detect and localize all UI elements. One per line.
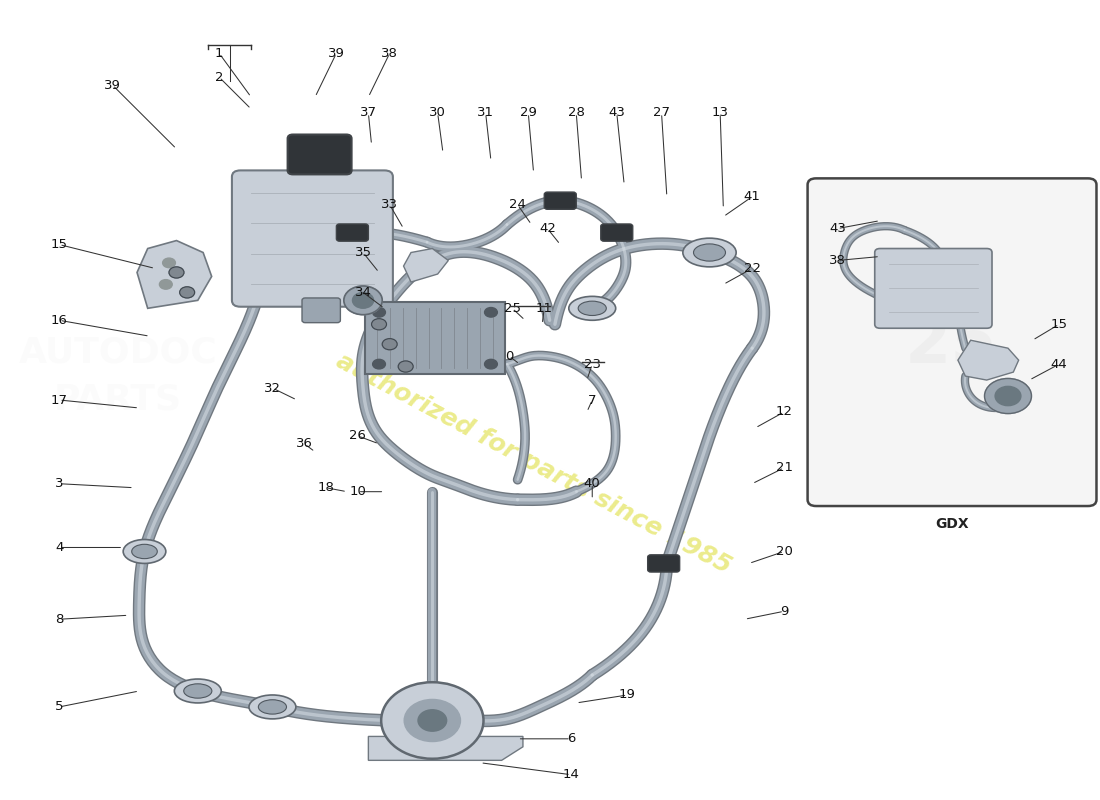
FancyBboxPatch shape [807, 178, 1097, 506]
Text: 30: 30 [429, 106, 447, 119]
Ellipse shape [132, 544, 157, 558]
Text: 32: 32 [264, 382, 280, 394]
Text: 40: 40 [584, 478, 601, 490]
Polygon shape [368, 737, 522, 760]
Text: 43: 43 [829, 222, 846, 235]
FancyBboxPatch shape [337, 224, 368, 241]
Ellipse shape [683, 238, 736, 267]
Circle shape [418, 710, 447, 731]
Text: 29: 29 [520, 106, 537, 119]
Circle shape [373, 359, 385, 369]
Text: 18: 18 [317, 481, 334, 494]
Circle shape [344, 286, 382, 314]
Circle shape [352, 293, 374, 308]
Text: 1: 1 [214, 46, 223, 60]
Text: 17: 17 [51, 394, 68, 406]
Text: 11: 11 [536, 302, 553, 315]
Text: 43: 43 [608, 106, 625, 119]
FancyBboxPatch shape [365, 302, 505, 374]
Text: 22: 22 [744, 262, 760, 275]
Text: 44: 44 [1050, 358, 1067, 370]
Text: 24: 24 [509, 198, 526, 211]
Text: 28: 28 [568, 106, 585, 119]
Text: 39: 39 [104, 78, 121, 91]
Text: 42: 42 [539, 222, 556, 235]
Polygon shape [404, 249, 449, 282]
Text: 35: 35 [354, 246, 372, 259]
Circle shape [404, 699, 461, 742]
Ellipse shape [249, 695, 296, 719]
Text: 3: 3 [55, 478, 64, 490]
Circle shape [163, 258, 175, 268]
Ellipse shape [258, 700, 286, 714]
Text: 33: 33 [382, 198, 398, 211]
Text: 41: 41 [744, 190, 760, 203]
Text: 4: 4 [55, 541, 64, 554]
Text: 16: 16 [51, 314, 68, 326]
Ellipse shape [123, 539, 166, 563]
Text: 10: 10 [350, 485, 366, 498]
FancyBboxPatch shape [302, 298, 340, 322]
Text: 36: 36 [296, 438, 312, 450]
Text: 25: 25 [504, 302, 520, 315]
FancyBboxPatch shape [874, 249, 992, 328]
FancyBboxPatch shape [648, 555, 680, 572]
Circle shape [179, 286, 195, 298]
Text: 39: 39 [328, 46, 344, 60]
Ellipse shape [569, 296, 616, 320]
Circle shape [398, 361, 414, 372]
Text: 23: 23 [584, 358, 601, 370]
Text: 12: 12 [776, 406, 793, 418]
Text: 7: 7 [588, 394, 596, 406]
Text: 20: 20 [776, 545, 793, 558]
Text: 26: 26 [350, 430, 366, 442]
Text: AUTODOC: AUTODOC [19, 335, 217, 369]
Text: 2: 2 [214, 70, 223, 84]
Polygon shape [138, 241, 211, 308]
Text: 21: 21 [776, 462, 793, 474]
Text: 15: 15 [1050, 318, 1068, 330]
Text: 13: 13 [712, 106, 728, 119]
Text: 34: 34 [354, 286, 372, 299]
FancyBboxPatch shape [601, 224, 632, 241]
Text: PARTS: PARTS [54, 383, 182, 417]
Ellipse shape [693, 244, 726, 261]
FancyBboxPatch shape [287, 134, 352, 174]
Text: 5: 5 [55, 701, 64, 714]
FancyBboxPatch shape [544, 192, 576, 210]
Polygon shape [958, 340, 1019, 380]
Circle shape [382, 682, 484, 758]
Text: 15: 15 [51, 238, 68, 251]
Circle shape [996, 386, 1021, 406]
Text: 19: 19 [619, 689, 636, 702]
Ellipse shape [174, 679, 221, 703]
Text: 8: 8 [55, 613, 64, 626]
Text: 31: 31 [477, 106, 494, 119]
Ellipse shape [184, 684, 212, 698]
Text: 27: 27 [653, 106, 670, 119]
Text: 25: 25 [905, 311, 998, 377]
Text: 6: 6 [566, 732, 575, 746]
Text: 0: 0 [505, 350, 514, 362]
Circle shape [382, 338, 397, 350]
Text: GDX: GDX [935, 517, 969, 531]
Circle shape [372, 318, 386, 330]
FancyBboxPatch shape [232, 170, 393, 306]
Ellipse shape [579, 301, 606, 315]
Circle shape [169, 267, 184, 278]
Text: 9: 9 [780, 605, 789, 618]
Text: 14: 14 [562, 768, 580, 781]
Text: 38: 38 [829, 254, 846, 267]
Circle shape [485, 359, 497, 369]
Text: 37: 37 [360, 106, 377, 119]
Circle shape [160, 280, 173, 289]
Text: 38: 38 [382, 46, 398, 60]
Circle shape [485, 307, 497, 317]
Circle shape [984, 378, 1032, 414]
Text: authorized for parts since 1985: authorized for parts since 1985 [332, 349, 735, 578]
Circle shape [373, 307, 385, 317]
